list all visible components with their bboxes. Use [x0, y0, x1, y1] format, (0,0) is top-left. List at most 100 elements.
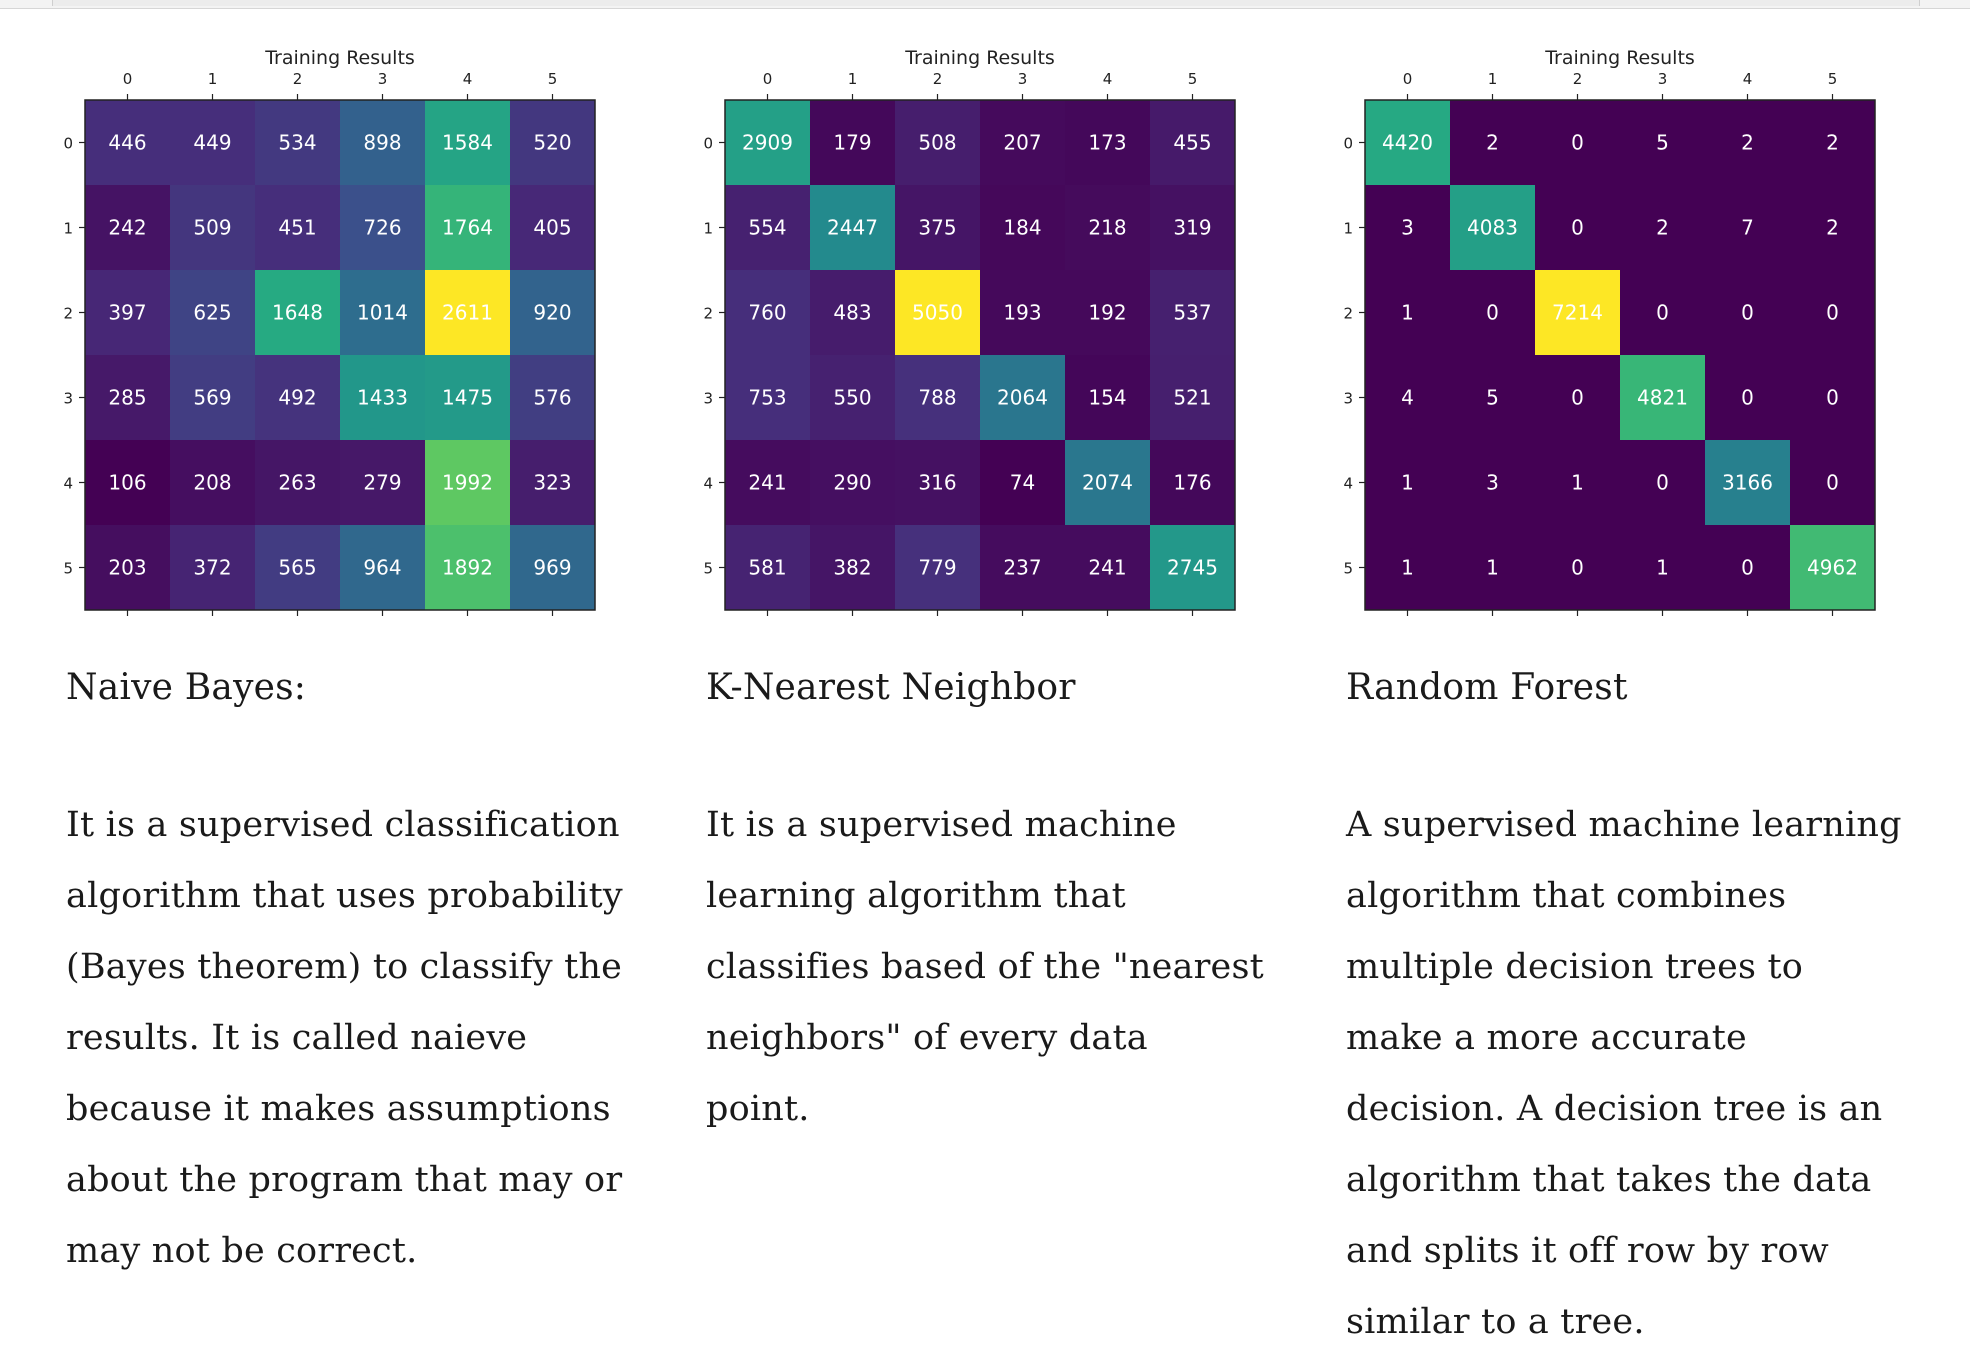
y-tick-label: 4 [703, 475, 713, 493]
x-tick-label: 2 [1573, 70, 1583, 88]
heatmap-cell [980, 355, 1065, 440]
cell-value-label: 534 [278, 131, 316, 155]
cell-value-label: 1 [1656, 556, 1669, 580]
y-tick-label: 2 [63, 305, 73, 323]
cell-value-label: 451 [278, 216, 316, 240]
panel-description: It is a supervised machine learning algo… [706, 805, 1264, 1129]
y-tick-label: 5 [1343, 560, 1353, 578]
chart-title: Training Results [264, 47, 415, 69]
cell-value-label: 173 [1088, 131, 1126, 155]
y-tick-label: 1 [703, 220, 713, 238]
y-tick-label: 1 [1343, 220, 1353, 238]
cell-value-label: 492 [278, 386, 316, 410]
panel-caption: K-Nearest Neighbor [706, 667, 1076, 708]
heatmap-cell [725, 440, 810, 525]
x-tick-label: 1 [208, 70, 218, 88]
heatmap-cell [340, 270, 425, 355]
cell-value-label: 898 [363, 131, 401, 155]
heatmap-cell [1705, 185, 1790, 270]
x-tick-label: 0 [1403, 70, 1413, 88]
heatmap-cell [1450, 355, 1535, 440]
cell-value-label: 0 [1741, 556, 1754, 580]
heatmap-cell [1620, 355, 1705, 440]
cell-value-label: 788 [918, 386, 956, 410]
cell-value-label: 455 [1173, 131, 1211, 155]
y-tick-label: 3 [63, 390, 73, 408]
heatmap-cell [1535, 355, 1620, 440]
cell-value-label: 2909 [742, 131, 793, 155]
x-tick-label: 4 [1103, 70, 1113, 88]
heatmap-cell [85, 525, 170, 610]
scrollbar-thumb[interactable] [52, 0, 1920, 6]
cell-value-label: 554 [748, 216, 786, 240]
cell-value-label: 375 [918, 216, 956, 240]
cell-value-label: 176 [1173, 471, 1211, 495]
heatmap-cell [1620, 270, 1705, 355]
cell-value-label: 218 [1088, 216, 1126, 240]
y-tick-label: 1 [63, 220, 73, 238]
x-tick-label: 5 [548, 70, 558, 88]
heatmap-cell [810, 270, 895, 355]
heatmap-cell [1705, 270, 1790, 355]
cell-value-label: 0 [1571, 131, 1584, 155]
y-tick-label: 2 [1343, 305, 1353, 323]
x-tick-label: 4 [463, 70, 473, 88]
cell-value-label: 2 [1826, 131, 1839, 155]
cell-value-label: 2745 [1167, 556, 1218, 580]
heatmap-cell [1535, 440, 1620, 525]
heatmap-frame [1364, 99, 1876, 611]
heatmap-cell [1150, 355, 1235, 440]
cell-value-label: 0 [1826, 301, 1839, 325]
heatmap-cell [425, 355, 510, 440]
heatmap-cell [425, 440, 510, 525]
heatmap-cell [1790, 270, 1875, 355]
heatmap-cell [895, 440, 980, 525]
heatmap-cell [255, 355, 340, 440]
cell-value-label: 3166 [1722, 471, 1773, 495]
heatmap-cell [1450, 185, 1535, 270]
heatmap-cell [340, 185, 425, 270]
chart-title: Training Results [904, 47, 1055, 69]
heatmap-cell [1065, 270, 1150, 355]
heatmap-cell [1150, 100, 1235, 185]
heatmap-cell [980, 100, 1065, 185]
heatmap-cell [1535, 525, 1620, 610]
cell-value-label: 1992 [442, 471, 493, 495]
heatmap-cell [255, 100, 340, 185]
heatmap-cell [510, 100, 595, 185]
cell-value-label: 779 [918, 556, 956, 580]
x-tick-label: 5 [1188, 70, 1198, 88]
cell-value-label: 521 [1173, 386, 1211, 410]
panel-description: It is a supervised classification algori… [66, 805, 623, 1271]
heatmap-cell [1790, 525, 1875, 610]
y-tick-label: 2 [703, 305, 713, 323]
heatmap-cell [1535, 270, 1620, 355]
heatmap-cell [170, 525, 255, 610]
heatmap-cell [85, 440, 170, 525]
heatmap-cell [255, 525, 340, 610]
cell-value-label: 2 [1741, 131, 1754, 155]
cell-value-label: 0 [1741, 386, 1754, 410]
x-tick-label: 4 [1743, 70, 1753, 88]
cell-value-label: 520 [533, 131, 571, 155]
heatmap-cell [810, 185, 895, 270]
heatmap-cell [980, 440, 1065, 525]
y-tick-label: 5 [63, 560, 73, 578]
cell-value-label: 193 [1003, 301, 1041, 325]
window-top-scrollbar[interactable] [0, 0, 1970, 9]
cell-value-label: 241 [748, 471, 786, 495]
heatmap-cell [895, 355, 980, 440]
cell-value-label: 237 [1003, 556, 1041, 580]
cell-value-label: 449 [193, 131, 231, 155]
heatmap-cell [725, 270, 810, 355]
heatmap-frame [724, 99, 1236, 611]
heatmap-cell [510, 185, 595, 270]
cell-value-label: 2447 [827, 216, 878, 240]
cell-value-label: 372 [193, 556, 231, 580]
cell-value-label: 726 [363, 216, 401, 240]
cell-value-label: 537 [1173, 301, 1211, 325]
heatmap-cell [725, 100, 810, 185]
cell-value-label: 3 [1401, 216, 1414, 240]
cell-value-label: 7214 [1552, 301, 1603, 325]
